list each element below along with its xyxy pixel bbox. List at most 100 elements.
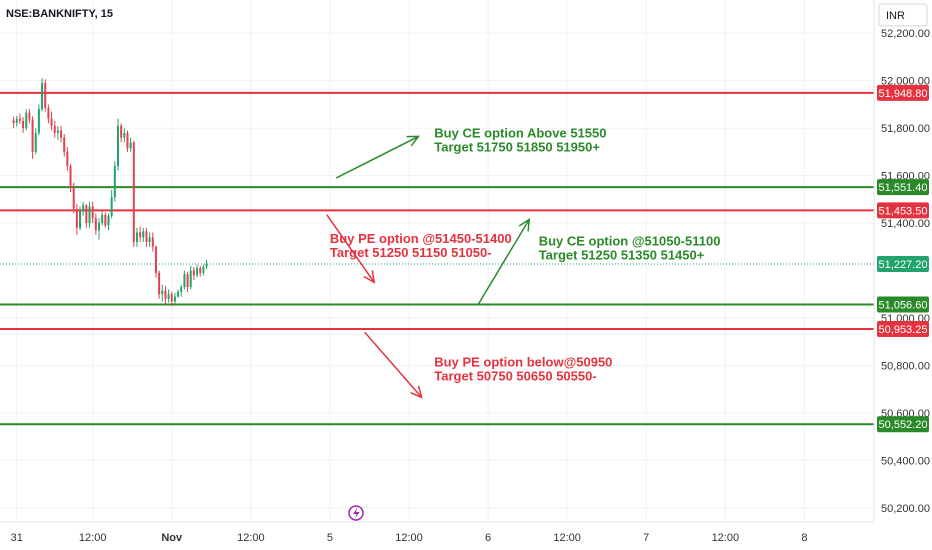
candle — [66, 147, 69, 171]
candle — [79, 206, 82, 231]
candle — [28, 109, 31, 124]
price-tag-label: 51,056.60 — [879, 300, 928, 312]
candle-body — [50, 118, 53, 126]
candle — [82, 201, 85, 216]
candle — [18, 113, 21, 124]
candle-body — [47, 107, 50, 119]
candle — [202, 264, 205, 276]
candle-body — [56, 130, 59, 133]
candle — [129, 137, 132, 152]
candle-body — [110, 196, 113, 216]
currency-button[interactable] — [878, 3, 928, 27]
arrow-shaft — [335, 135, 419, 179]
candle-body — [148, 237, 151, 243]
candle-body — [132, 142, 135, 243]
candle-body — [120, 125, 123, 138]
candle-body — [82, 205, 85, 212]
time-axis-label: 7 — [643, 532, 649, 544]
candle — [205, 259, 208, 270]
price-tag-box — [877, 416, 929, 433]
candle-body — [53, 125, 56, 133]
candle — [47, 104, 50, 124]
candle — [145, 227, 148, 247]
candle-body — [161, 290, 164, 295]
candle-body — [145, 231, 148, 243]
candle-body — [91, 206, 94, 219]
annotation-text: Buy PE option below@50950 Target 50750 50… — [434, 355, 612, 384]
candle-body — [18, 118, 21, 122]
candle-body — [154, 246, 157, 273]
candle — [91, 201, 94, 224]
price-axis-label: 51,800.00 — [881, 123, 930, 135]
price-tag-label: 50,552.20 — [879, 419, 928, 431]
time-axis-label: 12:00 — [79, 532, 107, 544]
price-axis-label: 52,000.00 — [881, 76, 930, 88]
annotation-line: Buy PE option below@50950 — [434, 355, 612, 370]
arrow-green — [335, 135, 421, 179]
annotation-line: Buy CE option Above 51550 — [434, 126, 606, 141]
annotation-line: Buy PE option @51450-51400 — [330, 231, 512, 246]
candle — [199, 265, 202, 277]
candle-body — [151, 237, 154, 247]
candle — [126, 130, 129, 152]
candle-body — [173, 296, 176, 302]
currency-label: INR — [886, 10, 905, 22]
candle-body — [167, 294, 170, 299]
candle — [98, 218, 101, 240]
symbol-title: NSE:BANKNIFTY, 15 — [6, 8, 113, 20]
candle-body — [116, 125, 119, 167]
lightning-icon[interactable] — [348, 505, 364, 521]
arrow-red — [364, 331, 423, 399]
time-axis-panel[interactable] — [0, 522, 874, 550]
candle — [37, 104, 40, 136]
time-axis-label: Nov — [161, 532, 183, 544]
annotation-arrows — [326, 135, 531, 399]
annotation-line: Target 51250 51150 51050- — [330, 245, 492, 260]
candle — [180, 284, 183, 297]
candle — [177, 289, 180, 298]
candle — [158, 270, 161, 299]
price-tag: 50,552.20 — [877, 416, 929, 433]
candle-body — [170, 294, 173, 302]
candle-body — [44, 83, 47, 108]
candle — [31, 116, 34, 159]
arrow-shaft — [326, 214, 375, 283]
candle — [56, 126, 59, 140]
annotation-line: Target 50750 50650 50550- — [434, 369, 596, 384]
candle-body — [94, 218, 97, 231]
candle — [75, 204, 78, 235]
candle — [167, 289, 170, 303]
candle-body — [25, 112, 28, 129]
candle-body — [126, 132, 129, 149]
grid — [0, 0, 874, 522]
candle — [63, 134, 66, 157]
price-axis-label: 52,200.00 — [881, 28, 930, 40]
candle-body — [113, 166, 116, 197]
candle-body — [37, 109, 40, 133]
candle-body — [66, 151, 69, 167]
candle-body — [22, 121, 25, 129]
candle-body — [180, 287, 183, 292]
candle — [123, 128, 126, 143]
annotation-text: Buy CE option Above 51550 Target 51750 51… — [434, 126, 606, 155]
candle — [12, 116, 15, 129]
candlestick-series — [12, 78, 208, 307]
candle — [88, 201, 91, 228]
annotation-text: Buy PE option @51450-51400 Target 51250 5… — [330, 231, 512, 260]
candle — [107, 213, 110, 231]
candle — [161, 284, 164, 302]
arrow-red — [326, 214, 376, 284]
time-axis-label: 12:00 — [712, 532, 740, 544]
price-axis-label: 50,200.00 — [881, 503, 930, 515]
candle — [192, 266, 195, 280]
candle-body — [164, 290, 167, 299]
price-axis-label: 50,400.00 — [881, 455, 930, 467]
candle — [69, 163, 72, 193]
price-tag: 51,056.60 — [877, 296, 929, 313]
candle — [132, 141, 135, 247]
candle — [183, 270, 186, 290]
price-tag: 51,948.80 — [877, 84, 929, 101]
candle — [60, 125, 63, 143]
candle-body — [34, 132, 37, 152]
